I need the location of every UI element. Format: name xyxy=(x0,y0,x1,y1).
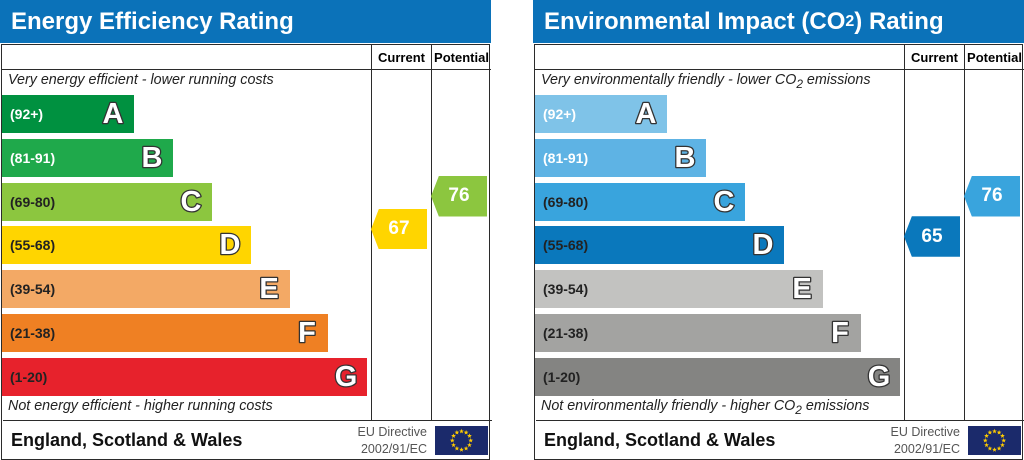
svg-text:D: D xyxy=(220,229,241,261)
svg-text:F: F xyxy=(831,317,849,349)
svg-text:C: C xyxy=(714,186,735,218)
svg-text:D: D xyxy=(753,229,774,261)
svg-text:B: B xyxy=(675,142,696,174)
svg-text:G: G xyxy=(335,361,358,393)
svg-text:B: B xyxy=(142,142,163,174)
svg-text:C: C xyxy=(181,186,202,218)
svg-text:G: G xyxy=(868,361,891,393)
svg-text:A: A xyxy=(103,98,124,130)
svg-text:F: F xyxy=(298,317,316,349)
svg-text:E: E xyxy=(259,273,278,305)
svg-text:E: E xyxy=(792,273,811,305)
svg-text:A: A xyxy=(636,98,657,130)
